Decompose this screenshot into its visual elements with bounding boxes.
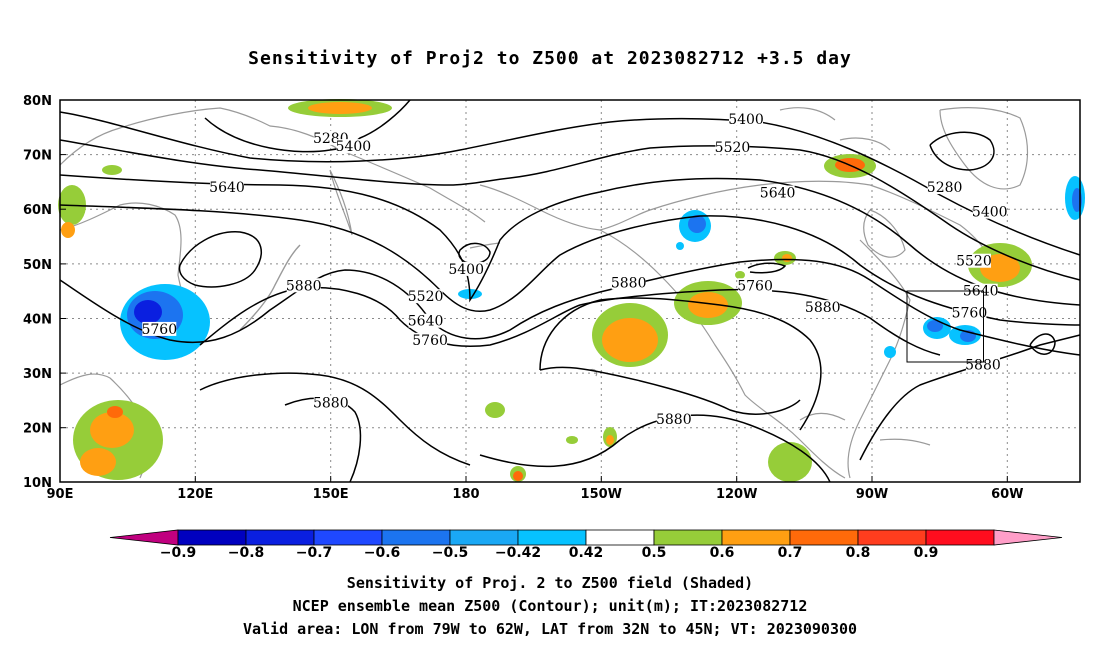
sensitivity-shading	[58, 99, 1085, 482]
colorbar-label: 0.42	[569, 545, 604, 561]
caption-line-2: NCEP ensemble mean Z500 (Contour); unit(…	[292, 597, 808, 615]
contour-label-bg	[142, 321, 177, 336]
lat-label: 60N	[23, 203, 52, 218]
contour-label: 5640	[209, 180, 245, 196]
contour-label-bg	[972, 204, 1007, 219]
colorbar-label: −0.7	[296, 545, 333, 561]
lon-label: 180	[452, 487, 479, 502]
colorbar-label: 0.7	[778, 545, 803, 561]
colorbar-cell	[449, 529, 519, 546]
contour-label: 5640	[408, 314, 444, 330]
contour-label-bg	[729, 111, 764, 126]
contour-label-bg	[656, 411, 691, 426]
colorbar-cell	[925, 529, 995, 546]
contour-label-bg	[715, 140, 750, 155]
lon-label: 150W	[581, 487, 622, 502]
colorbar-label: 0.6	[710, 545, 735, 561]
contour-label-bg	[449, 261, 484, 276]
colorbar-label: 0.5	[642, 545, 667, 561]
map-frame	[59, 99, 1081, 483]
colorbar-cell	[313, 529, 383, 546]
contour-label: 5760	[412, 333, 448, 349]
contour-label: 5760	[141, 322, 177, 338]
colorbar-cell	[789, 529, 859, 546]
contour-label-bg	[408, 313, 443, 328]
colorbar-low-triangle	[109, 529, 179, 546]
lat-label: 70N	[23, 149, 52, 164]
lat-label: 30N	[23, 367, 52, 382]
contour-label-bg	[413, 332, 448, 347]
colorbar-cell	[585, 529, 655, 546]
colorbar-label: 0.9	[914, 545, 939, 561]
lat-label: 50N	[23, 258, 52, 273]
lon-label: 150E	[313, 487, 349, 502]
colorbar-cell	[177, 529, 247, 546]
contour-label-bg	[760, 185, 795, 200]
lat-label: 40N	[23, 313, 52, 328]
colorbar-high-triangle	[993, 529, 1063, 546]
lon-label: 90E	[47, 487, 74, 502]
contour-label: 5640	[760, 186, 796, 202]
lon-label: 90W	[856, 487, 888, 502]
axis-ticks	[60, 154, 1008, 482]
colorbar-cell	[721, 529, 791, 546]
contour-label: 5880	[313, 396, 349, 412]
colorbar-label: −0.42	[495, 545, 541, 561]
contour-label: 5640	[963, 284, 999, 300]
colorbar-cell	[653, 529, 723, 546]
lat-label: 20N	[23, 422, 52, 437]
contour-label: 5880	[611, 276, 647, 292]
contour-label-bg	[209, 180, 244, 195]
contour-label: 5760	[952, 306, 988, 322]
caption-line-3: Valid area: LON from 79W to 62W, LAT fro…	[242, 620, 858, 638]
colorbar-label: −0.5	[432, 545, 469, 561]
contour-label-bg	[313, 395, 348, 410]
lat-label: 10N	[23, 476, 52, 491]
contour-label: 5520	[956, 254, 992, 270]
contour-label-bg	[408, 289, 443, 304]
colorbar-label: −0.9	[160, 545, 197, 561]
contour-label: 5880	[805, 300, 841, 316]
contour-label: 5400	[336, 139, 372, 155]
contour-label-bg	[738, 278, 773, 293]
colorbar-cell	[245, 529, 315, 546]
colorbar-label: −0.8	[228, 545, 265, 561]
contour-label-bg	[956, 253, 991, 268]
contour-label-bg	[965, 357, 1000, 372]
grid-lines	[60, 100, 1080, 482]
valid-area-box	[906, 290, 984, 363]
contour-label: 5880	[286, 278, 322, 294]
colorbar: −0.9 −0.8 −0.7 −0.6 −0.5 −0.42 0.42 0.5 …	[109, 529, 1063, 561]
contour-label: 5280	[927, 180, 963, 196]
colorbar-cell	[381, 529, 451, 546]
axis-labels: 80N 70N 60N 50N 40N 30N 20N 10N 90E 120E…	[23, 94, 1024, 502]
contour-label-bg	[286, 278, 321, 293]
contour-label: 5400	[972, 205, 1008, 221]
colorbar-label: 0.8	[846, 545, 871, 561]
map-title: Sensitivity of Proj2 to Z500 at 20230827…	[248, 48, 852, 69]
contour-label: 5520	[408, 289, 444, 305]
lon-label: 120W	[716, 487, 757, 502]
contour-label: 5520	[715, 140, 751, 156]
lon-label: 60W	[991, 487, 1023, 502]
contour-label: 5400	[448, 262, 484, 278]
lat-label: 80N	[23, 94, 52, 109]
contour-label-bg	[611, 275, 646, 290]
caption-line-1: Sensitivity of Proj. 2 to Z500 field (Sh…	[346, 574, 754, 592]
coastlines	[59, 107, 1029, 479]
contour-label-bg	[805, 300, 840, 315]
contour-label-bg	[952, 305, 987, 320]
contour-label-bg	[927, 180, 962, 195]
lon-label: 120E	[177, 487, 213, 502]
contour-label: 5400	[728, 112, 764, 128]
contour-label: 5760	[737, 278, 773, 294]
contour-label: 5880	[965, 357, 1001, 373]
colorbar-cell	[517, 529, 587, 546]
contour-label: 5880	[656, 412, 692, 428]
colorbar-cell	[857, 529, 927, 546]
contour-label-bg	[336, 139, 371, 154]
colorbar-label: −0.6	[364, 545, 401, 561]
